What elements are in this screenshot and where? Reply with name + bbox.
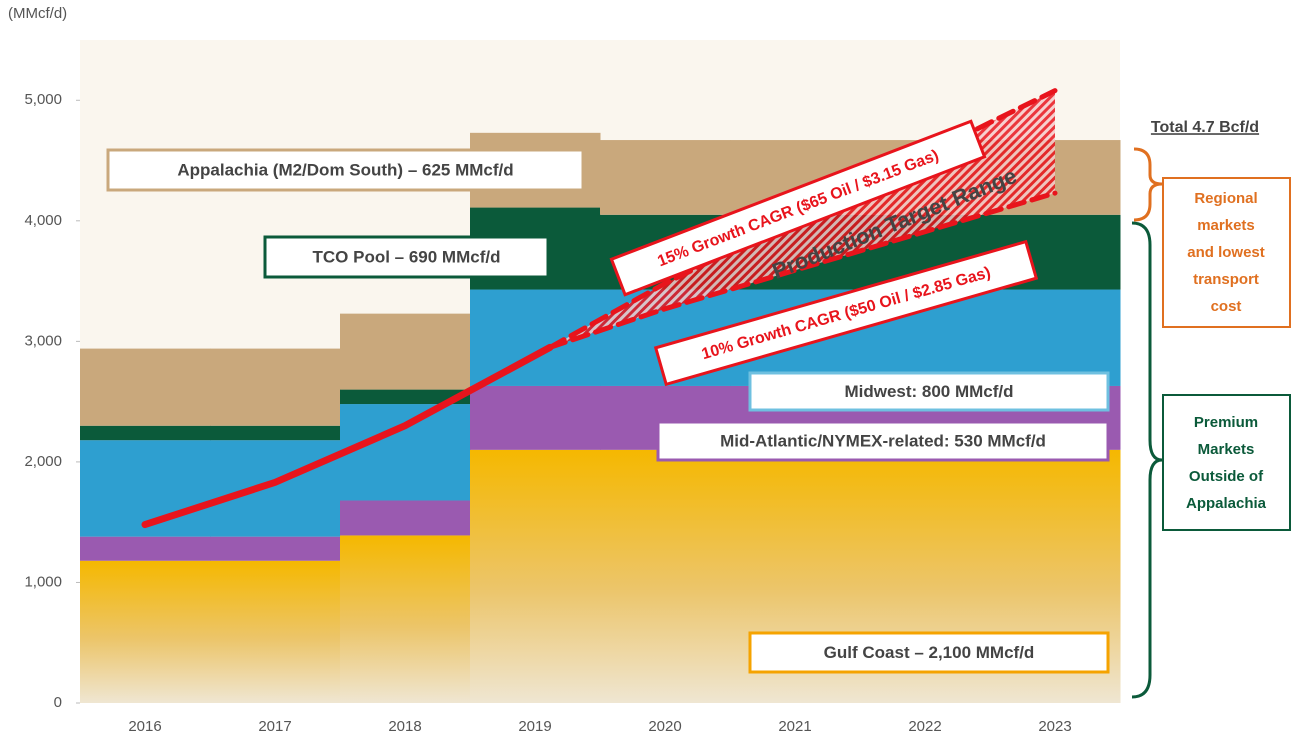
y-tick-label: 5,000: [24, 91, 62, 108]
legend-label: Appalachia (M2/Dom South) – 625 MMcf/d: [177, 160, 513, 179]
growth-label-box: [653, 239, 1039, 387]
brace: [1131, 221, 1163, 699]
y-tick-label: 1,000: [24, 573, 62, 590]
total-label: Total 4.7 Bcf/d: [1151, 119, 1259, 136]
note-text: cost: [1211, 298, 1242, 315]
growth-label-box: [609, 119, 987, 297]
brace: [1133, 147, 1163, 222]
y-tick-label: 3,000: [24, 332, 62, 349]
area-segment: [990, 289, 1121, 386]
area-segment: [80, 536, 211, 561]
x-tick-label: 2016: [128, 718, 161, 735]
x-tick-label: 2022: [908, 718, 941, 735]
series-label-box: [656, 420, 1110, 462]
note-text: Premium: [1194, 414, 1258, 431]
series-label-box: [106, 148, 585, 192]
x-tick-label: 2023: [1038, 718, 1071, 735]
note-box: [1162, 394, 1291, 531]
y-tick-label: 0: [54, 694, 62, 711]
x-tick-label: 2021: [778, 718, 811, 735]
area-segment: [80, 348, 211, 426]
area-segment: [210, 536, 341, 561]
area-segment: [600, 140, 731, 215]
area-segment: [470, 385, 601, 450]
series-label-box: [748, 631, 1110, 674]
y-tick-label: 2,000: [24, 453, 62, 470]
series-label-box: [748, 371, 1110, 412]
area-segment: [210, 425, 341, 441]
note-box: [1162, 177, 1291, 328]
legend-label: Mid-Atlantic/NYMEX-related: 530 MMcf/d: [720, 431, 1046, 450]
note-text: Markets: [1198, 441, 1255, 458]
note-text: Regional: [1194, 190, 1257, 207]
note-text: markets: [1197, 217, 1255, 234]
area-segment: [470, 449, 601, 703]
area-segment: [80, 440, 211, 537]
area-segment: [210, 560, 341, 703]
y-tick-label: 4,000: [24, 212, 62, 229]
note-text: and lowest: [1187, 244, 1265, 261]
area-segment: [340, 313, 471, 390]
area-segment: [340, 535, 471, 703]
legend-label: TCO Pool – 690 MMcf/d: [313, 247, 501, 266]
x-tick-label: 2018: [388, 718, 421, 735]
production-line: [141, 343, 554, 529]
area-segment: [80, 425, 211, 441]
note-text: Outside of: [1189, 468, 1264, 485]
area-segment: [340, 404, 471, 501]
note-text: transport: [1193, 271, 1259, 288]
series-label-box: [263, 235, 550, 279]
x-tick-label: 2017: [258, 718, 291, 735]
legend-label: Midwest: 800 MMcf/d: [844, 382, 1013, 401]
y-unit: (MMcf/d): [8, 5, 67, 22]
area-segment: [600, 449, 731, 703]
x-tick-label: 2019: [518, 718, 551, 735]
area-segment: [210, 348, 341, 426]
area-segment: [340, 500, 471, 536]
area-segment: [340, 389, 471, 405]
growth-line: [547, 190, 1058, 350]
note-text: Appalachia: [1186, 495, 1267, 512]
area-segment: [210, 440, 341, 537]
x-tick-label: 2020: [648, 718, 681, 735]
area-segment: [80, 560, 211, 703]
legend-label: Gulf Coast – 2,100 MMcf/d: [824, 643, 1035, 662]
